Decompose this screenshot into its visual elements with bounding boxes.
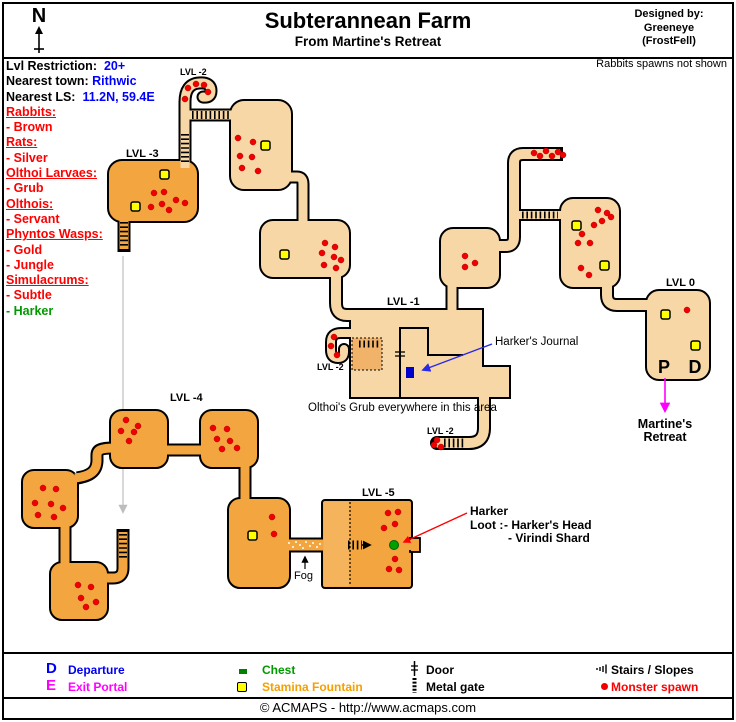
creature-item: - Brown — [6, 120, 53, 135]
room-lvl4-d — [49, 561, 109, 621]
copyright-footer: © ACMAPS - http://www.acmaps.com — [259, 700, 477, 715]
creature-heading: Olthois: — [6, 196, 54, 211]
harker-spawn-marker — [389, 540, 399, 550]
ls-value: 11.2N, 59.4E — [82, 89, 155, 104]
harker-arrow — [402, 512, 468, 543]
rabbits-note: Rabbits spawns not shown — [596, 58, 727, 70]
compass-n-label: N — [31, 5, 47, 27]
compass: N — [24, 6, 54, 59]
label-lvl0: LVL 0 — [666, 277, 695, 289]
stairs-patterns — [119, 111, 558, 558]
retreat-label-1: Martine's — [638, 417, 692, 431]
legend-monster-spawn-label: Monster spawn — [611, 680, 699, 694]
label-lvl2-mid: LVL -2 — [317, 362, 344, 372]
creature-heading: Phyntos Wasps: — [6, 227, 103, 242]
town-label: Nearest town: — [6, 74, 89, 89]
compass-arrow-icon — [34, 26, 44, 53]
creature-item-harker: - Harker — [6, 303, 54, 318]
nub-join — [408, 540, 414, 550]
monster-spawns — [31, 80, 691, 611]
corridor-interiors-dark — [60, 216, 328, 583]
room-lvl4-a — [109, 409, 169, 469]
room-lvl4-c — [21, 469, 79, 529]
creature-heading: Olthoi Larvaes: — [6, 166, 97, 181]
legend-exit-portal-label: Exit Portal — [68, 680, 128, 694]
map-title: Subterannean Farm — [264, 8, 472, 33]
door-marker — [395, 351, 405, 357]
departure-letter: D — [689, 357, 702, 377]
room-lvl-1 — [349, 308, 511, 399]
stamina-fountains — [130, 140, 701, 541]
label-lvl2-top: LVL -2 — [180, 67, 207, 77]
legend-metal-gate-label: Metal gate — [426, 680, 485, 694]
door-icon — [410, 661, 419, 681]
town-value: Rithwic — [92, 74, 137, 89]
info-panel: Lvl Restriction: 20+ Nearest town: Rithw… — [6, 59, 155, 319]
grub-note: Olthoi's Grub everywhere in this area — [308, 402, 497, 414]
label-lvl3: LVL -3 — [126, 148, 159, 160]
harker-label: Harker — [470, 504, 508, 518]
header-divider — [4, 57, 732, 59]
label-lvl5: LVL -5 — [362, 487, 395, 499]
room-east-small — [439, 227, 501, 289]
legend-chest-label: Chest — [262, 663, 296, 677]
legend-stamina-label: Stamina Fountain — [262, 680, 363, 694]
exit-portal-key-icon: E — [46, 677, 57, 694]
journal-arrow — [421, 343, 493, 372]
footer-divider — [4, 697, 732, 699]
credit-block: Designed by: Greeneye (FrostFell) — [614, 8, 724, 49]
credit-name: Greeneye — [643, 21, 695, 34]
journal-label: Harker's Journal — [495, 336, 578, 348]
room-lvl4-e — [227, 497, 291, 589]
label-lvl4: LVL -4 — [170, 392, 203, 404]
stairs-icon — [595, 662, 609, 680]
legend-departure-label: Departure — [68, 663, 125, 677]
fog-label: Fog — [294, 570, 313, 582]
lvl5-light-strip — [323, 501, 350, 587]
legend-stairs-label: Stairs / Slopes — [611, 663, 694, 677]
stamina-fountain-icon — [237, 682, 247, 692]
map-subtitle: From Martine's Retreat — [294, 34, 442, 49]
creature-heading: Rabbits: — [6, 104, 56, 119]
label-lvl2-bottom: LVL -2 — [427, 426, 454, 436]
restriction-row: Lvl Restriction: 20+ — [6, 59, 155, 74]
legend-divider — [4, 652, 732, 654]
town-row: Nearest town: Rithwic — [6, 74, 155, 89]
metal-gate-icon — [410, 678, 419, 698]
loot-item-2: - Virindi Shard — [508, 531, 590, 545]
ls-row: Nearest LS: 11.2N, 59.4E — [6, 90, 155, 105]
ls-label: Nearest LS: — [6, 89, 76, 104]
creature-item: - Grub — [6, 181, 44, 196]
legend-door-label: Door — [426, 663, 454, 677]
creature-item: - Subtle — [6, 288, 52, 303]
chest-icon — [239, 669, 247, 674]
loot-label: Loot : — [470, 518, 503, 532]
portal-letter: P — [658, 357, 670, 377]
credit-guild: (FrostFell) — [642, 35, 696, 47]
creature-item: - Jungle — [6, 257, 54, 272]
monster-spawn-icon — [601, 683, 608, 690]
fog-speckles — [288, 541, 321, 549]
label-lvl1: LVL -1 — [387, 296, 420, 308]
restriction-value: 20+ — [103, 59, 126, 73]
creature-heading: Simulacrums: — [6, 273, 89, 288]
retreat-label-2: Retreat — [643, 430, 687, 444]
loot-item-1: - Harker's Head — [504, 518, 592, 532]
creature-item: - Gold — [6, 242, 43, 257]
creature-item: - Servant — [6, 211, 60, 226]
interior-walls-lvl1 — [399, 327, 463, 398]
creature-heading: Rats: — [6, 135, 38, 150]
restriction-label: Lvl Restriction: — [6, 59, 97, 73]
credit-label: Designed by: — [634, 8, 704, 20]
departure-key-icon: D — [46, 660, 57, 677]
harkers-journal-marker — [406, 367, 414, 378]
creature-item: - Silver — [6, 150, 48, 165]
